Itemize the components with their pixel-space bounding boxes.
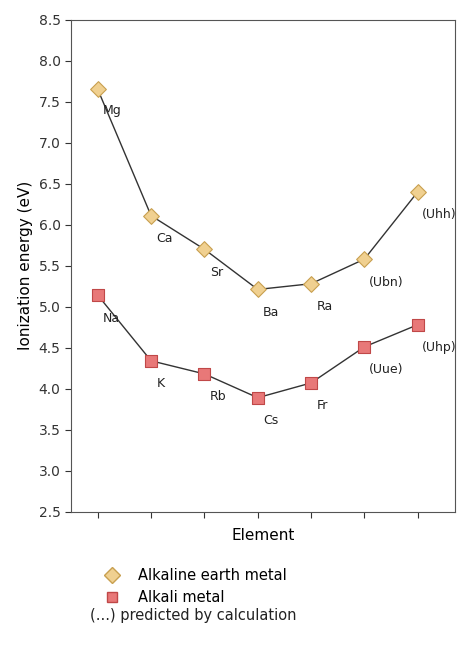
Text: Ca: Ca: [156, 232, 173, 245]
Point: [361, 342, 368, 352]
Point: [254, 392, 262, 403]
Text: Ba: Ba: [263, 306, 280, 319]
Text: (Uue): (Uue): [369, 363, 403, 377]
Point: [147, 356, 155, 366]
Text: Fr: Fr: [316, 400, 328, 413]
X-axis label: Element: Element: [231, 527, 295, 543]
Text: Rb: Rb: [210, 390, 227, 403]
Point: [147, 211, 155, 221]
Point: [307, 378, 315, 388]
Point: [414, 319, 421, 330]
Text: (Ubn): (Ubn): [369, 276, 403, 289]
Legend: Alkaline earth metal, Alkali metal: Alkaline earth metal, Alkali metal: [98, 568, 287, 605]
Text: K: K: [156, 377, 164, 390]
Point: [254, 284, 262, 295]
Y-axis label: Ionization energy (eV): Ionization energy (eV): [18, 181, 33, 350]
Text: Sr: Sr: [210, 266, 223, 279]
Text: Ra: Ra: [316, 300, 333, 313]
Text: (...) predicted by calculation: (...) predicted by calculation: [90, 607, 297, 623]
Text: (Uhh): (Uhh): [422, 209, 456, 221]
Point: [201, 369, 208, 379]
Point: [361, 254, 368, 264]
Point: [307, 278, 315, 289]
Point: [201, 244, 208, 255]
Point: [414, 186, 421, 197]
Point: [94, 84, 101, 94]
Point: [94, 290, 101, 300]
Text: Cs: Cs: [263, 414, 278, 427]
Text: Na: Na: [103, 312, 120, 325]
Text: Mg: Mg: [103, 104, 122, 117]
Text: (Uhp): (Uhp): [422, 341, 456, 354]
